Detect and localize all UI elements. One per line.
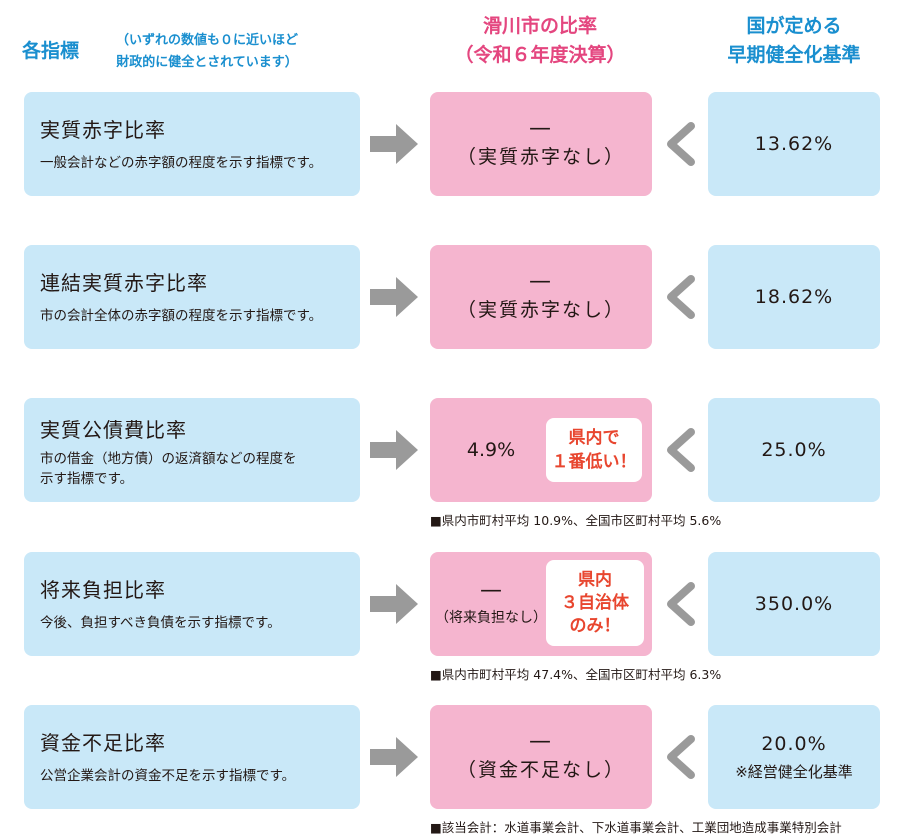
city-ratio-value: 4.9% <box>466 439 516 461</box>
ranking-badge: 県内で １番低い！ <box>546 418 642 482</box>
standard-note: ※経営健全化基準 <box>735 762 853 781</box>
standard-box: 20.0% ※経営健全化基準 <box>708 705 880 809</box>
indicator-name: 実質公債費比率 <box>40 418 187 442</box>
chevron-left-icon <box>667 735 695 779</box>
footnote-funding-shortfall: ■該当会計：水道事業会計、下水道事業会計、工業団地造成事業特別会計 <box>430 820 842 835</box>
standard-box: 350.0% <box>708 552 880 656</box>
indicator-box: 連結実質赤字比率 市の会計全体の赤字額の程度を示す指標です。 <box>24 245 360 349</box>
standard-value: 18.62% <box>754 286 834 308</box>
standard-value: 13.62% <box>754 133 834 155</box>
indicator-box: 資金不足比率 公営企業会計の資金不足を示す指標です。 <box>24 705 360 809</box>
city-ratio-dash: — <box>529 269 553 294</box>
footnote-debt-service: ■県内市町村平均 10.9%、全国市区町村平均 5.6% <box>430 513 722 528</box>
national-standard-title: 国が定める 早期健全化基準 <box>727 15 861 66</box>
arrow-right-icon <box>370 124 418 164</box>
city-ratio-title: 滑川市の比率 （令和６年度決算） <box>454 15 626 66</box>
city-ratio-box: — （資金不足なし） <box>430 705 652 809</box>
standard-value: 350.0% <box>754 593 834 615</box>
city-ratio-box: — （実質赤字なし） <box>430 92 652 196</box>
indicator-description: 一般会計などの赤字額の程度を示す指標です。 <box>40 155 323 171</box>
indicator-row-future-burden: 将来負担比率 今後、負担すべき負債を示す指標です。 — （将来負担なし） 県内 … <box>0 552 900 656</box>
city-ratio-dash: — <box>529 116 553 141</box>
indicator-name: 資金不足比率 <box>40 731 166 755</box>
chevron-left-icon <box>667 122 695 166</box>
indicator-name: 実質赤字比率 <box>40 118 166 142</box>
indicators-note: （いずれの数値も０に近いほど 財政的に健全とされています） <box>116 33 299 70</box>
standard-box: 25.0% <box>708 398 880 502</box>
city-ratio-box: — （将来負担なし） 県内 ３自治体 のみ！ <box>430 552 652 656</box>
arrow-right-icon <box>370 277 418 317</box>
chevron-left-icon <box>667 275 695 319</box>
indicator-description: 市の借金（地方債）の返済額などの程度を 示す指標です。 <box>40 451 297 487</box>
indicator-box: 実質赤字比率 一般会計などの赤字額の程度を示す指標です。 <box>24 92 360 196</box>
indicator-description: 公営企業会計の資金不足を示す指標です。 <box>40 768 296 784</box>
indicator-row-debt-service: 実質公債費比率 市の借金（地方債）の返済額などの程度を 示す指標です。 4.9%… <box>0 398 900 502</box>
city-ratio-dash: — <box>529 729 553 754</box>
ranking-badge: 県内 ３自治体 のみ！ <box>546 560 644 646</box>
indicator-row-consolidated-deficit: 連結実質赤字比率 市の会計全体の赤字額の程度を示す指標です。 — （実質赤字なし… <box>0 245 900 349</box>
city-ratio-status: （実質赤字なし） <box>456 146 625 168</box>
standard-value: 20.0% <box>761 732 827 755</box>
city-ratio-status: （実質赤字なし） <box>456 299 625 321</box>
city-ratio-box: 4.9% 県内で １番低い！ <box>430 398 652 502</box>
indicator-row-funding-shortfall: 資金不足比率 公営企業会計の資金不足を示す指標です。 — （資金不足なし） 20… <box>0 705 900 809</box>
standard-box: 18.62% <box>708 245 880 349</box>
indicator-description: 今後、負担すべき負債を示す指標です。 <box>40 615 281 631</box>
standard-box: 13.62% <box>708 92 880 196</box>
arrow-right-icon <box>370 584 418 624</box>
standard-value: 25.0% <box>761 439 827 461</box>
city-ratio-status: （資金不足なし） <box>456 759 625 781</box>
arrow-right-icon <box>370 737 418 777</box>
city-ratio-box: — （実質赤字なし） <box>430 245 652 349</box>
indicator-description: 市の会計全体の赤字額の程度を示す指標です。 <box>40 308 323 324</box>
city-ratio-status: （将来負担なし） <box>435 610 547 626</box>
indicator-name: 連結実質赤字比率 <box>40 271 208 295</box>
city-ratio-dash: — <box>480 578 502 603</box>
indicators-title: 各指標 <box>22 40 80 62</box>
indicator-box: 実質公債費比率 市の借金（地方債）の返済額などの程度を 示す指標です。 <box>24 398 360 502</box>
arrow-right-icon <box>370 430 418 470</box>
footnote-future-burden: ■県内市町村平均 47.4%、全国市区町村平均 6.3% <box>430 667 722 682</box>
indicator-box: 将来負担比率 今後、負担すべき負債を示す指標です。 <box>24 552 360 656</box>
indicator-row-real-deficit: 実質赤字比率 一般会計などの赤字額の程度を示す指標です。 — （実質赤字なし） … <box>0 92 900 196</box>
chevron-left-icon <box>667 428 695 472</box>
chevron-left-icon <box>667 582 695 626</box>
indicator-name: 将来負担比率 <box>40 578 166 602</box>
